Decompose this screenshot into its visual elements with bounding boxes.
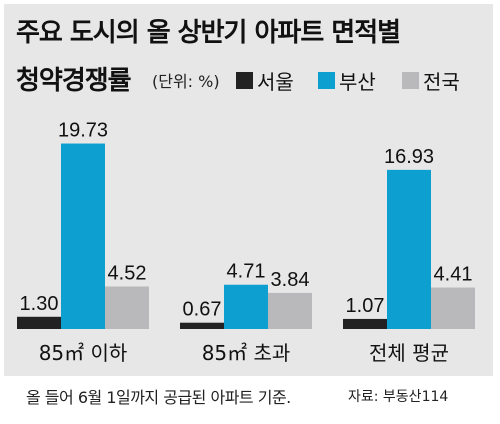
- bar-seoul-3: [343, 318, 387, 329]
- bar-national-3: [431, 287, 475, 329]
- category-label-1: 85㎡ 이하: [39, 341, 128, 365]
- bar-seoul-2: [180, 322, 224, 329]
- data-label-busan-2: 4.71: [227, 261, 266, 283]
- bar-busan-1: [61, 143, 105, 329]
- chart-title-line-1: 주요 도시의 올 상반기 아파트 면적별: [16, 18, 401, 48]
- legend-item-seoul: 서울: [236, 66, 294, 95]
- legend-swatch-busan: [318, 72, 335, 89]
- data-label-national-1: 4.52: [108, 263, 147, 285]
- category-label-2: 85㎡ 초과: [202, 341, 291, 365]
- data-label-seoul-2: 0.67: [183, 299, 222, 321]
- data-label-busan-1: 19.73: [58, 120, 108, 142]
- data-label-national-2: 3.84: [271, 269, 310, 291]
- legend-label-busan: 부산: [339, 70, 376, 94]
- category-label-3: 전체 평균: [369, 341, 449, 365]
- bar-seoul-1: [17, 316, 61, 329]
- source-credit: 자료: 부동산114: [348, 389, 449, 405]
- data-label-national-3: 4.41: [434, 264, 473, 286]
- legend-item-national: 전국: [402, 66, 460, 95]
- bar-national-1: [105, 286, 149, 329]
- data-label-seoul-1: 1.30: [20, 293, 59, 315]
- legend-label-seoul: 서울: [257, 70, 294, 94]
- data-label-busan-3: 16.93: [384, 146, 434, 168]
- data-label-seoul-3: 1.07: [346, 295, 385, 317]
- legend-item-busan: 부산: [318, 66, 376, 95]
- legend-swatch-seoul: [236, 72, 253, 89]
- footnote: 올 들어 6월 1일까지 공급된 아파트 기준.: [26, 388, 291, 407]
- legend-swatch-national: [402, 72, 419, 89]
- bar-busan-2: [224, 284, 268, 329]
- legend-label-national: 전국: [423, 70, 460, 94]
- bar-national-2: [268, 292, 312, 329]
- chart-title-line-2: 청약경쟁률: [16, 66, 132, 96]
- bar-busan-3: [387, 169, 431, 329]
- unit-label: (단위: %): [152, 72, 220, 91]
